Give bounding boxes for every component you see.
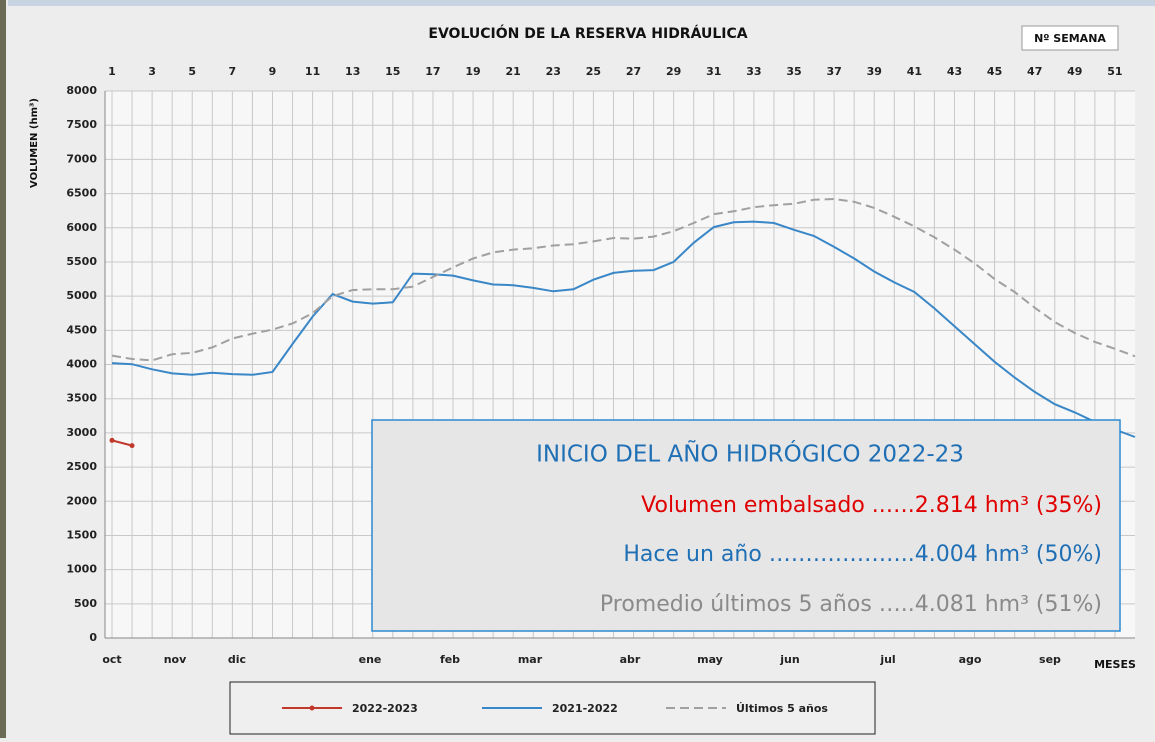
month-label: sep <box>1039 653 1061 666</box>
x-tick-label: 43 <box>947 65 962 78</box>
y-tick-label: 6000 <box>66 221 97 234</box>
x-tick-label: 23 <box>546 65 561 78</box>
x-tick-label: 31 <box>706 65 721 78</box>
x-tick-label: 51 <box>1107 65 1122 78</box>
point <box>129 443 135 449</box>
y-tick-label: 500 <box>74 597 97 610</box>
y-tick-label: 3500 <box>66 392 97 405</box>
x-tick-label: 3 <box>148 65 156 78</box>
annotation-line: Promedio últimos 5 años …..4.081 hm³ (51… <box>600 592 1102 617</box>
annotation-line: Volumen embalsado ..….2.814 hm³ (35%) <box>641 493 1102 518</box>
x-axis-label: MESES <box>1094 658 1136 671</box>
top-axis-label-box <box>1021 25 1119 51</box>
series-line <box>111 220 1136 438</box>
y-tick-label: 3000 <box>66 426 97 439</box>
top-edge <box>8 0 1155 6</box>
x-tick-label: 7 <box>229 65 237 78</box>
x-tick-label: 39 <box>867 65 882 78</box>
month-label: abr <box>620 653 641 666</box>
x-tick-label: 33 <box>746 65 761 78</box>
legend-label: Últimos 5 años <box>736 702 828 715</box>
y-tick-label: 1500 <box>66 528 97 541</box>
month-label: may <box>697 653 723 666</box>
x-tick-label: 49 <box>1067 65 1082 78</box>
x-tick-label: 13 <box>345 65 360 78</box>
x-tick-label: 1 <box>108 65 116 78</box>
annotation-line: Hace un año ………………..4.004 hm³ (50%) <box>623 542 1102 567</box>
month-label: jul <box>879 653 895 666</box>
legend-label: 2022-2023 <box>352 702 418 715</box>
y-tick-label: 7500 <box>66 118 97 131</box>
annotation-title: INICIO DEL AÑO HIDRÓGICO 2022-23 <box>536 440 964 468</box>
annotation-box <box>371 419 1121 632</box>
x-tick-label: 5 <box>188 65 196 78</box>
month-label: jun <box>779 653 799 666</box>
x-tick-label: 15 <box>385 65 400 78</box>
y-tick-label: 2500 <box>66 460 97 473</box>
x-tick-label: 9 <box>269 65 277 78</box>
month-label: ene <box>359 653 382 666</box>
chart-title: EVOLUCIÓN DE LA RESERVA HIDRÁULICA <box>428 24 747 42</box>
y-tick-label: 6500 <box>66 187 97 200</box>
legend-marker <box>309 705 315 711</box>
month-label: dic <box>228 653 246 666</box>
month-label: mar <box>518 653 543 666</box>
top-axis-label: Nº SEMANA <box>1034 32 1106 45</box>
month-label: oct <box>102 653 121 666</box>
x-tick-label: 21 <box>506 65 521 78</box>
point <box>109 437 115 443</box>
y-axis-label: VOLUMEN (hm³) <box>29 98 40 188</box>
x-tick-label: 19 <box>465 65 480 78</box>
x-tick-label: 41 <box>907 65 922 78</box>
month-label: feb <box>440 653 460 666</box>
x-tick-label: 29 <box>666 65 681 78</box>
x-tick-label: 27 <box>626 65 641 78</box>
x-tick-label: 25 <box>586 65 601 78</box>
x-tick-label: 47 <box>1027 65 1042 78</box>
x-tick-label: 37 <box>826 65 841 78</box>
legend-label: 2021-2022 <box>552 702 618 715</box>
y-tick-label: 2000 <box>66 494 97 507</box>
x-tick-label: 35 <box>786 65 801 78</box>
x-tick-label: 17 <box>425 65 440 78</box>
y-tick-label: 5000 <box>66 289 97 302</box>
series-line <box>111 439 133 447</box>
series-line <box>111 197 1136 362</box>
left-edge <box>0 0 6 738</box>
y-tick-label: 7000 <box>66 152 97 165</box>
y-tick-label: 5500 <box>66 255 97 268</box>
y-tick-label: 1000 <box>66 563 97 576</box>
x-tick-label: 45 <box>987 65 1002 78</box>
month-label: nov <box>164 653 187 666</box>
y-tick-label: 4000 <box>66 358 97 371</box>
y-tick-label: 4500 <box>66 323 97 336</box>
y-tick-label: 8000 <box>66 84 97 97</box>
y-tick-label: 0 <box>89 631 97 644</box>
x-tick-label: 11 <box>305 65 320 78</box>
month-label: ago <box>959 653 982 666</box>
